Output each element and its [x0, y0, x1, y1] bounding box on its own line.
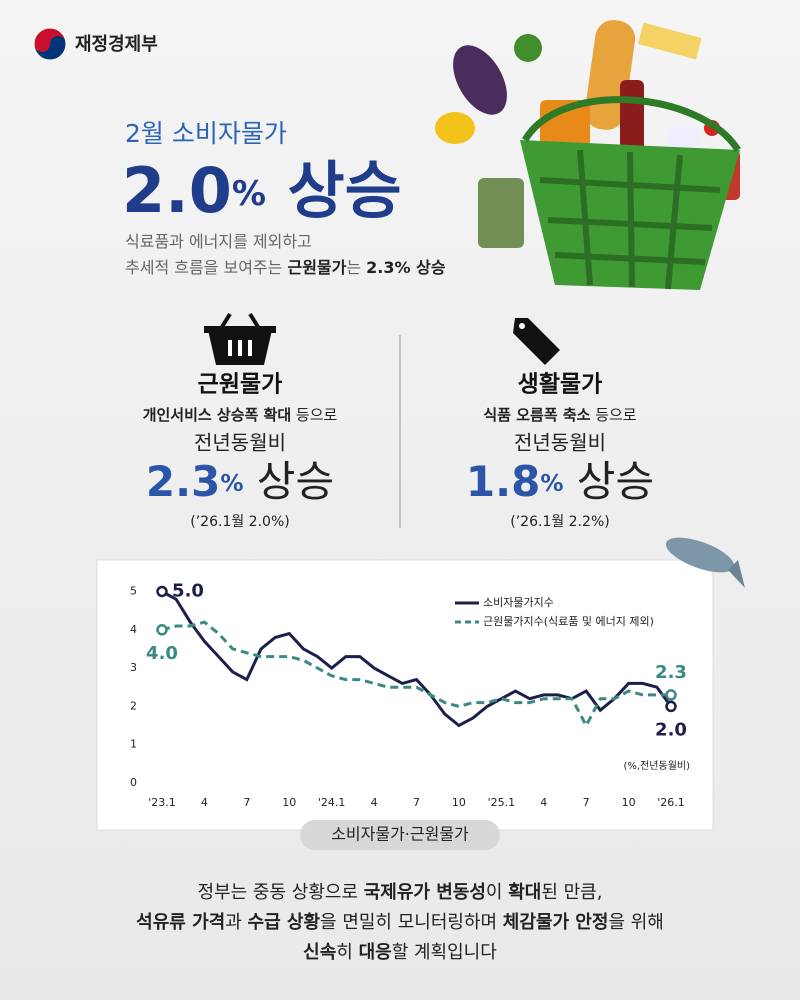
x-tick-label: '25.1 [488, 796, 516, 809]
card-figure: 2.3% 상승 [146, 457, 334, 506]
text-segment: 정부는 중동 상황으로 [198, 882, 364, 903]
card-basis: 전년동월비 [194, 431, 286, 455]
text-segment: 을 위해 [608, 912, 663, 933]
card-title: 생활물가 [518, 372, 603, 398]
text-segment: 히 [336, 942, 358, 963]
x-tick-label: 10 [282, 796, 296, 809]
text-segment: 확대 [508, 882, 541, 903]
x-tick-label: 4 [540, 796, 547, 809]
text-segment: 추세적 흐름을 보여주는 [125, 258, 287, 277]
x-tick-label: '26.1 [657, 796, 685, 809]
chart-annotation: (%,전년동월비) [624, 760, 691, 772]
card-reason: 식품 오름폭 축소 등으로 [483, 406, 636, 424]
text-segment: 등으로 [291, 406, 337, 424]
text-segment: 2.0 [122, 154, 232, 227]
text-segment: 할 계획입니다 [392, 942, 498, 963]
text-segment: 상승 [266, 154, 402, 227]
text-segment: 과 [225, 912, 247, 933]
caption-pill [300, 820, 500, 850]
text-segment: 체감물가 안정 [503, 912, 609, 933]
text-segment: 된 만큼, [541, 882, 602, 903]
basket-illustration [435, 20, 741, 290]
card-reason: 개인서비스 상승폭 확대 등으로 [143, 406, 338, 424]
text-segment: 2.3 [146, 457, 220, 506]
y-tick-label: 3 [130, 661, 137, 674]
x-tick-label: 4 [371, 796, 378, 809]
text-segment: 1.8 [466, 457, 540, 506]
text-segment: 이 [486, 882, 508, 903]
text-segment: % [232, 174, 266, 214]
y-tick-label: 1 [130, 738, 137, 751]
y-tick-label: 0 [130, 776, 137, 789]
text-segment: 2.3% 상승 [366, 258, 446, 277]
point-marker [156, 585, 168, 598]
y-tick-label: 2 [130, 699, 137, 712]
footer-line: 신속히 대응할 계획입니다 [303, 942, 497, 963]
series-line [161, 620, 671, 729]
y-tick-label: 5 [130, 584, 137, 597]
headline: 2.0% 상승 [122, 154, 402, 227]
ministry: 재정경제부 [75, 34, 158, 55]
card-figure: 1.8% 상승 [466, 457, 654, 506]
value-label: 4.0 [146, 643, 178, 664]
card-title: 근원물가 [198, 372, 283, 398]
text-segment: 상승 [243, 457, 334, 506]
legend-label: 근원물가지수(식료품 및 에너지 제외) [483, 615, 654, 628]
footer-line: 석유류 가격과 수급 상황을 면밀히 모니터링하며 체감물가 안정을 위해 [136, 912, 664, 933]
subtitle-line: 추세적 흐름을 보여주는 근원물가는 2.3% 상승 [125, 258, 446, 277]
x-tick-label: '23.1 [148, 796, 176, 809]
logo [33, 27, 67, 61]
chart-panel [96, 559, 714, 831]
text-segment: 식품 오름폭 축소 [483, 406, 590, 424]
x-tick-label: '24.1 [318, 796, 346, 809]
text-segment: 석유류 가격 [136, 912, 225, 933]
card-basis: 전년동월비 [514, 431, 606, 455]
fish [665, 537, 745, 588]
text-segment: 신속 [303, 942, 336, 963]
chart-title: 소비자물가·근원물가 [331, 825, 469, 844]
x-tick-label: 7 [413, 796, 420, 809]
y-tick-label: 4 [130, 623, 137, 636]
value-label: 2.3 [655, 662, 687, 683]
text-segment: 대응 [359, 942, 392, 963]
value-label: 5.0 [172, 580, 204, 601]
legend-label: 소비자물가지수 [483, 596, 554, 609]
text-segment: 는 [346, 258, 366, 277]
series-line [161, 590, 673, 728]
text-segment: % [540, 471, 563, 497]
card-previous: (’26.1월 2.0%) [190, 514, 289, 530]
footer-line: 정부는 중동 상황으로 국제유가 변동성이 확대된 만큼, [198, 882, 603, 903]
tag-icon [513, 318, 560, 365]
basket-icon [204, 312, 276, 365]
point-marker [665, 689, 677, 701]
subtitle-line: 식료품과 에너지를 제외하고 [125, 232, 312, 251]
card-previous: (’26.1월 2.2%) [510, 514, 609, 530]
text-segment: 식료품과 에너지를 제외하고 [125, 232, 312, 251]
kicker: 2월 소비자물가 [125, 119, 287, 148]
point-marker [665, 700, 677, 713]
x-tick-label: 7 [243, 796, 250, 809]
text-segment: % [220, 471, 243, 497]
text-segment: 을 면밀히 모니터링하며 [320, 912, 503, 933]
x-tick-label: 10 [452, 796, 466, 809]
text-segment: 수급 상황 [248, 912, 321, 933]
x-tick-label: 4 [201, 796, 208, 809]
text-segment: 국제유가 변동성 [364, 882, 486, 903]
value-label: 2.0 [655, 719, 687, 740]
text-segment: 등으로 [590, 406, 636, 424]
text-segment: 개인서비스 상승폭 확대 [143, 406, 291, 424]
x-tick-label: 7 [583, 796, 590, 809]
x-tick-label: 10 [622, 796, 636, 809]
text-segment: 근원물가 [287, 258, 346, 277]
text-segment: 상승 [563, 457, 654, 506]
point-marker [156, 624, 168, 636]
